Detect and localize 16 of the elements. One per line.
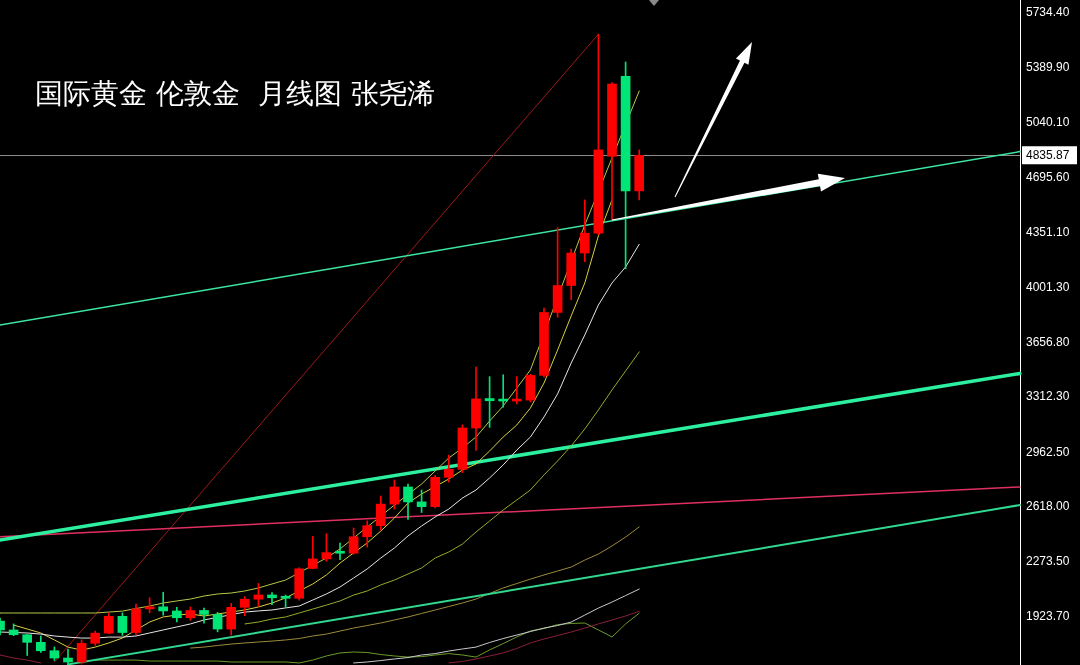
candlestick [158,591,169,616]
y-tick-label: 2962.50 [1026,444,1070,459]
y-tick-label: 5389.90 [1026,59,1070,74]
y-tick-label: 2273.50 [1026,553,1070,568]
ref-line-label: 4835.87 [1026,147,1070,162]
y-tick-label: 3312.30 [1026,389,1070,404]
text: 国际黄金 伦敦金 月线图 张尧浠 [35,77,435,111]
y-tick-label: 4001.30 [1026,279,1070,294]
candlestick [335,542,345,561]
y-tick-label: 5734.40 [1026,5,1070,20]
y-tick-label: 4351.10 [1026,224,1070,239]
y-tick-label: 5040.10 [1026,115,1070,130]
y-tick-label: 4695.60 [1026,169,1070,184]
y-tick-label: 1923.70 [1026,609,1070,624]
y-tick-label: 3656.80 [1026,334,1070,349]
y-tick-label: 2618.00 [1026,499,1070,514]
